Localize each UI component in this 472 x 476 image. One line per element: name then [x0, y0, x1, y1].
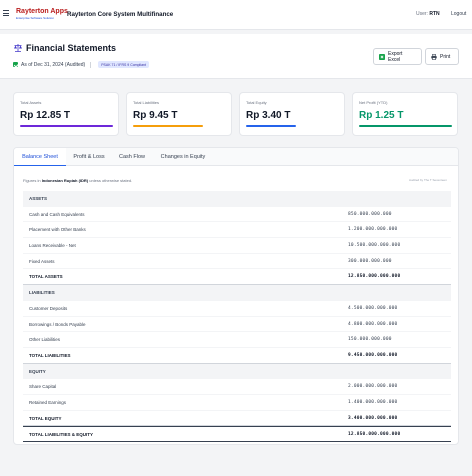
row-amount: 3.400.000.000.000	[348, 415, 398, 421]
table-row: Customer Deposits 4.500.000.000.000	[23, 301, 451, 317]
table-row: Retained Earnings 1.400.000.000.000	[23, 395, 451, 411]
user-label: User:	[416, 11, 428, 17]
stat-accent-bar	[246, 125, 296, 127]
brand-logo[interactable]: Rayterton Apps Enterprise Software Solut…	[16, 8, 68, 20]
stat-label: Total Equity	[246, 100, 267, 105]
statement-tabs: Balance Sheet Profit & Loss Cash Flow Ch…	[14, 148, 458, 166]
row-label: EQUITY	[29, 368, 46, 374]
stat-accent-bar	[133, 125, 203, 127]
logout-link[interactable]: Logout	[451, 11, 467, 17]
row-amount: 850.000.000.000	[348, 211, 392, 217]
row-label: Cash and Cash Equivalents	[29, 211, 85, 217]
currency-note: Figures in Indonesian Rupiah (IDR) unles…	[23, 178, 132, 183]
excel-icon	[379, 53, 385, 60]
row-amount: 1.400.000.000.000	[348, 399, 398, 405]
tab-cash-flow[interactable]: Cash Flow	[119, 154, 145, 160]
total-row: TOTAL EQUITY 3.400.000.000.000	[23, 411, 451, 427]
note-currency: Indonesian Rupiah (IDR)	[41, 178, 89, 183]
balance-scale-icon	[14, 44, 22, 52]
stat-card-total-liabilities: Total Liabilities Rp 9.45 T	[126, 92, 232, 136]
table-row: Loans Receivable - Net 10.500.000.000.000	[23, 238, 451, 254]
page-header: Financial Statements As of Dec 31, 2024 …	[0, 34, 472, 79]
stat-card-total-equity: Total Equity Rp 3.40 T	[239, 92, 345, 136]
brand-name: Rayterton Apps	[16, 8, 68, 15]
tab-balance-sheet[interactable]: Balance Sheet	[14, 148, 66, 166]
stat-card-total-assets: Total Assets Rp 12.85 T	[13, 92, 119, 136]
app-title: Rayterton Core System Multifinance	[67, 11, 174, 18]
as-of-date: As of Dec 31, 2024 (Audited)	[21, 61, 86, 68]
print-label: Print	[440, 53, 451, 60]
check-icon	[13, 62, 18, 67]
note-suffix: unless otherwise stated.	[89, 178, 133, 183]
note-prefix: Figures in	[23, 178, 41, 183]
total-row: TOTAL ASSETS 12.850.000.000.000	[23, 269, 451, 286]
balance-sheet-table: ASSETS Cash and Cash Equivalents 850.000.0…	[23, 191, 451, 442]
menu-icon[interactable]	[3, 10, 9, 16]
tab-changes-in-equity[interactable]: Changes in Equity	[160, 154, 206, 160]
user-info: User: RTN	[416, 11, 440, 17]
row-label: Placement with Other Banks	[29, 227, 86, 233]
row-amount: 12.850.000.000.000	[348, 432, 401, 438]
row-label: TOTAL LIABILITIES	[29, 352, 71, 358]
tab-profit-loss[interactable]: Profit & Loss	[73, 154, 105, 160]
table-row: Share Capital 2.000.000.000.000	[23, 379, 451, 395]
stat-label: Total Assets	[20, 100, 42, 105]
row-label: Loans Receivable - Net	[29, 243, 76, 249]
row-label: Fixed Assets	[29, 258, 55, 264]
stat-card-net-profit: Net Profit (YTD) Rp 1.25 T	[352, 92, 458, 136]
row-amount: 1.200.000.000.000	[348, 227, 398, 233]
printer-icon	[431, 53, 437, 60]
row-label: TOTAL EQUITY	[29, 415, 62, 421]
table-row: Other Liabilities 150.000.000.000	[23, 332, 451, 348]
row-label: Customer Deposits	[29, 305, 68, 311]
row-label: Other Liabilities	[29, 337, 61, 343]
user-name: RTN	[429, 11, 440, 17]
row-label: Retained Earnings	[29, 399, 67, 405]
auditor-note: Audited by The T Seventeen	[409, 178, 447, 182]
row-amount: 4.500.000.000.000	[348, 305, 398, 311]
total-row: TOTAL LIABILITIES & EQUITY 12.850.000.000…	[23, 426, 451, 442]
page-title: Financial Statements	[13, 43, 116, 53]
row-label: Share Capital	[29, 384, 57, 390]
stat-value: Rp 3.40 T	[246, 110, 291, 121]
stat-label: Net Profit (YTD)	[359, 100, 388, 105]
section-header-row: LIABILITIES	[23, 285, 451, 301]
row-label: TOTAL LIABILITIES & EQUITY	[29, 432, 94, 438]
stat-value: Rp 12.85 T	[20, 110, 71, 121]
report-status: As of Dec 31, 2024 (Audited) PSAK 71 / I…	[13, 61, 149, 68]
stat-label: Total Liabilities	[133, 100, 160, 105]
table-row: Fixed Assets 300.000.000.000	[23, 254, 451, 270]
export-excel-label: Export Excel	[387, 50, 403, 63]
section-header-row: EQUITY	[23, 363, 451, 380]
print-button[interactable]: Print	[425, 48, 459, 65]
row-amount: 4.800.000.000.000	[348, 321, 398, 327]
stat-accent-bar	[20, 125, 113, 127]
divider	[90, 61, 92, 68]
brand-tagline: Enterprise Software Solution	[16, 16, 55, 20]
row-label: Borrowings / Bonds Payable	[29, 321, 86, 327]
row-amount: 300.000.000.000	[348, 258, 392, 264]
row-amount: 2.000.000.000.000	[348, 384, 398, 390]
row-amount: 12.850.000.000.000	[348, 274, 401, 280]
stat-value: Rp 1.25 T	[359, 110, 404, 121]
row-label: ASSETS	[29, 196, 48, 201]
row-amount: 150.000.000.000	[348, 337, 392, 343]
compliance-badge: PSAK 71 / IFRS 9 Compliant	[98, 61, 149, 68]
total-row: TOTAL LIABILITIES 9.450.000.000.000	[23, 348, 451, 364]
financial-statement-card: Balance Sheet Profit & Loss Cash Flow Ch…	[13, 147, 459, 445]
stat-value: Rp 9.45 T	[133, 110, 178, 121]
section-header-row: ASSETS	[23, 191, 451, 207]
top-navbar: Rayterton Apps Enterprise Software Solut…	[0, 0, 472, 30]
table-row: Cash and Cash Equivalents 850.000.000.000	[23, 207, 451, 223]
row-amount: 9.450.000.000.000	[348, 352, 398, 358]
export-excel-button[interactable]: Export Excel	[373, 48, 422, 65]
page-title-text: Financial Statements	[26, 43, 117, 53]
row-label: TOTAL ASSETS	[29, 274, 63, 280]
table-row: Borrowings / Bonds Payable 4.800.000.000.…	[23, 317, 451, 333]
row-amount: 10.500.000.000.000	[348, 243, 401, 249]
table-row: Placement with Other Banks 1.200.000.000.…	[23, 222, 451, 239]
stat-accent-bar	[359, 125, 452, 127]
row-label: LIABILITIES	[29, 290, 55, 296]
